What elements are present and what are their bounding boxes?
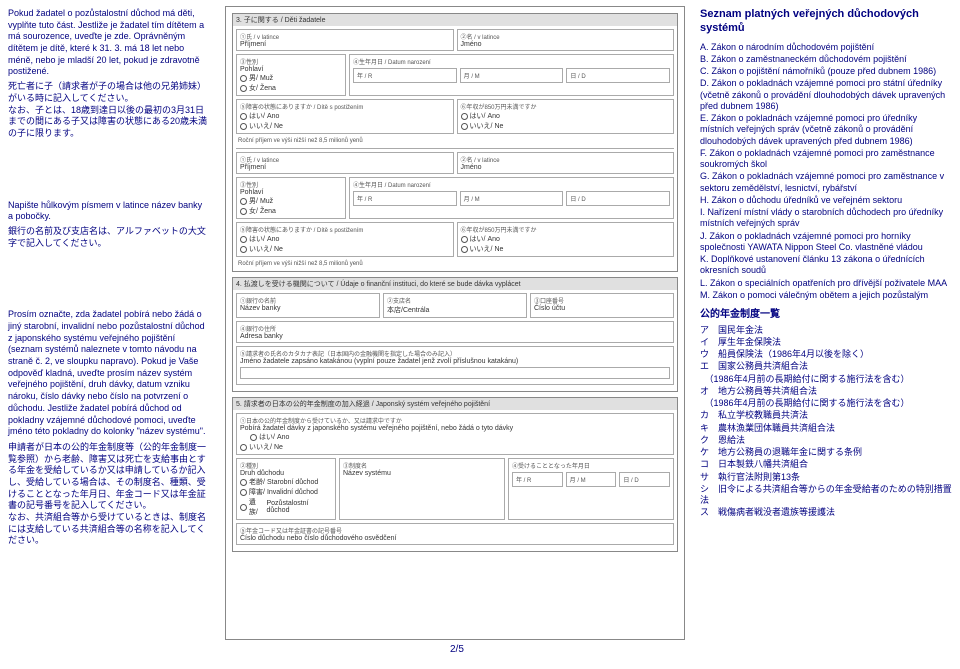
branch-label: ②支店名 [387,299,411,305]
section-bank: 4. 払渡しを受ける機関について / Údaje o finanční inst… [232,277,678,392]
system-item: K. Doplňkové ustanovení článku 13 zákona… [700,254,952,277]
pension-old-age[interactable]: 老齢/Starobní důchod [240,477,332,487]
system-item: C. Zákon o pojištění námořníků (pouze př… [700,66,952,77]
pension-no[interactable]: いいえ/Ne [240,442,670,452]
block1-czech: Pokud žadatel o pozůstalostní důchod má … [8,8,208,78]
dob-day[interactable]: 日 / D [566,68,670,83]
dob-year[interactable]: 年 / R [353,68,457,83]
page-number: 2/5 [450,644,464,655]
instruction-block-3: Prosím označte, zda žadatel pobírá nebo … [8,309,208,547]
system-item-jp: エ 国家公務員共済組合法 [700,361,952,372]
system-item-jp: ケ 地方公務員の退職年金に関する条例 [700,447,952,458]
dob-label: ④生年月日 / Datum narození [353,60,431,66]
system-item-jp: ウ 船員保険法（1986年4月以後を除く） [700,349,952,360]
pension-survivor[interactable]: 遺族/Pozůstalostní důchod [240,497,332,517]
system-item-jp: ス 戦傷病者戦没者遺族等援護法 [700,507,952,518]
pension-disability[interactable]: 障害/Invalidní důchod [240,487,332,497]
katakana-input[interactable] [240,367,670,379]
system-item: E. Zákon o pokladnách vzájemné pomoci pr… [700,113,952,147]
section-3-header: 3. 子に関する / Děti žadatele [233,14,677,26]
system-item-jp: オ 地方公務員等共済組合法 [700,386,952,397]
druh-label: Druh důchodu [240,470,284,477]
system-item-jp: ア 国民年金法 [700,325,952,336]
system-item: M. Zákon o pomoci válečným obětem a jeji… [700,290,952,301]
section-5-header: 5. 請求者の日本の公的年金制度の加入経過 / Japonský systém … [233,398,677,410]
entitlement-date-label: ④受けることとなった年月日 [512,464,590,470]
system-item-jp: シ 旧令による共済組合等からの年金受給者のための特別措置法 [700,484,952,507]
system-item: F. Zákon o pokladnách vzájemné pomoci pr… [700,148,952,171]
block1-japanese: 死亡者に子（請求者が子の場合は他の兄弟姉妹）がいる時に記入してください。 なお、… [8,81,208,139]
child-row-1: ①氏 / v latincePříjmení ②名 / v latinceJmé… [236,29,674,145]
sex-male[interactable]: 男/Muž [240,73,342,83]
instruction-block-1: Pokud žadatel o pozůstalostní důchod má … [8,8,208,140]
block2-czech: Napište hůlkovým písmem v latince název … [8,200,208,223]
system-item: L. Zákon o speciálních opatřeních pro dř… [700,278,952,289]
system-item: I. Nařízení místní vlády o starobních dů… [700,207,952,230]
instruction-block-2: Napište hůlkovým písmem v latince název … [8,200,208,250]
income-note: Roční příjem ve výši nižší než 8,5 milio… [236,137,674,145]
system-item-jp: ク 恩給法 [700,435,952,446]
system-item-jp: カ 私立学校教職員共済法 [700,410,952,421]
section-4-header: 4. 払渡しを受ける機関について / Údaje o finanční inst… [233,278,677,290]
system-item-jp: イ 厚生年金保険法 [700,337,952,348]
pohlavi-label: Pohlaví [240,66,263,73]
jmeno-label: Jméno [461,41,482,48]
system-item: G. Zákon o pokladnách vzájemné pomoci pr… [700,171,952,194]
section-children: 3. 子に関する / Děti žadatele ①氏 / v latinceP… [232,13,678,272]
left-instructions: Pokud žadatel o pozůstalostní důchod má … [8,8,208,607]
child-row-2: ①氏 / v latincePříjmení ②名 / v latinceJmé… [236,148,674,268]
prijmeni-label: Příjmení [240,41,266,48]
right-systems-list: Seznam platných veřejných důchodových sy… [700,8,952,520]
sex-female[interactable]: 女/Žena [240,83,342,93]
income-no[interactable]: いいえ/Ne [461,121,671,131]
disab-yes[interactable]: はい/Ano [240,111,450,121]
block2-japanese: 銀行の名前及び支店名は、アルファベットの大文字で記入してください。 [8,226,208,249]
system-item: J. Zákon o pokladnách vzájemné pomoci pr… [700,231,952,254]
system-item-jp: キ 農林漁業団体職員共済組合法 [700,423,952,434]
income-yes[interactable]: はい/Ano [461,111,671,121]
block3-czech: Prosím označte, zda žadatel pobírá nebo … [8,309,208,438]
system-item-jp: コ 日本製鉄八幡共済組合 [700,459,952,470]
systems-title: Seznam platných veřejných důchodových sy… [700,8,952,36]
system-item: A. Zákon o národním důchodovém pojištění [700,42,952,53]
jp-systems-title: 公的年金制度一覧 [700,309,952,322]
system-item: D. Zákon o pokladnách vzájemné pomoci pr… [700,78,952,112]
form-page: 3. 子に関する / Děti žadatele ①氏 / v latinceP… [225,6,685,640]
system-item: B. Zákon o zaměstnaneckém důchodovém poj… [700,54,952,65]
system-item-jp: （1986年4月前の長期給付に関する施行法を含む） [700,374,952,385]
system-item-jp: （1986年4月前の長期給付に関する施行法を含む） [700,398,952,409]
disab-no[interactable]: いいえ/Ne [240,121,450,131]
system-item-jp: サ 執行官法附則第13条 [700,472,952,483]
pension-yes[interactable]: はい/Ano [250,432,670,442]
section-public-pension: 5. 請求者の日本の公的年金制度の加入経過 / Japonský systém … [232,397,678,552]
block3-japanese: 申請者が日本の公的年金制度等（公的年金制度一覧参照）から老齢、障害又は死亡を支給… [8,442,208,547]
dob-month[interactable]: 月 / M [460,68,564,83]
system-item: H. Zákon o důchodu úředníků ve veřejném … [700,195,952,206]
